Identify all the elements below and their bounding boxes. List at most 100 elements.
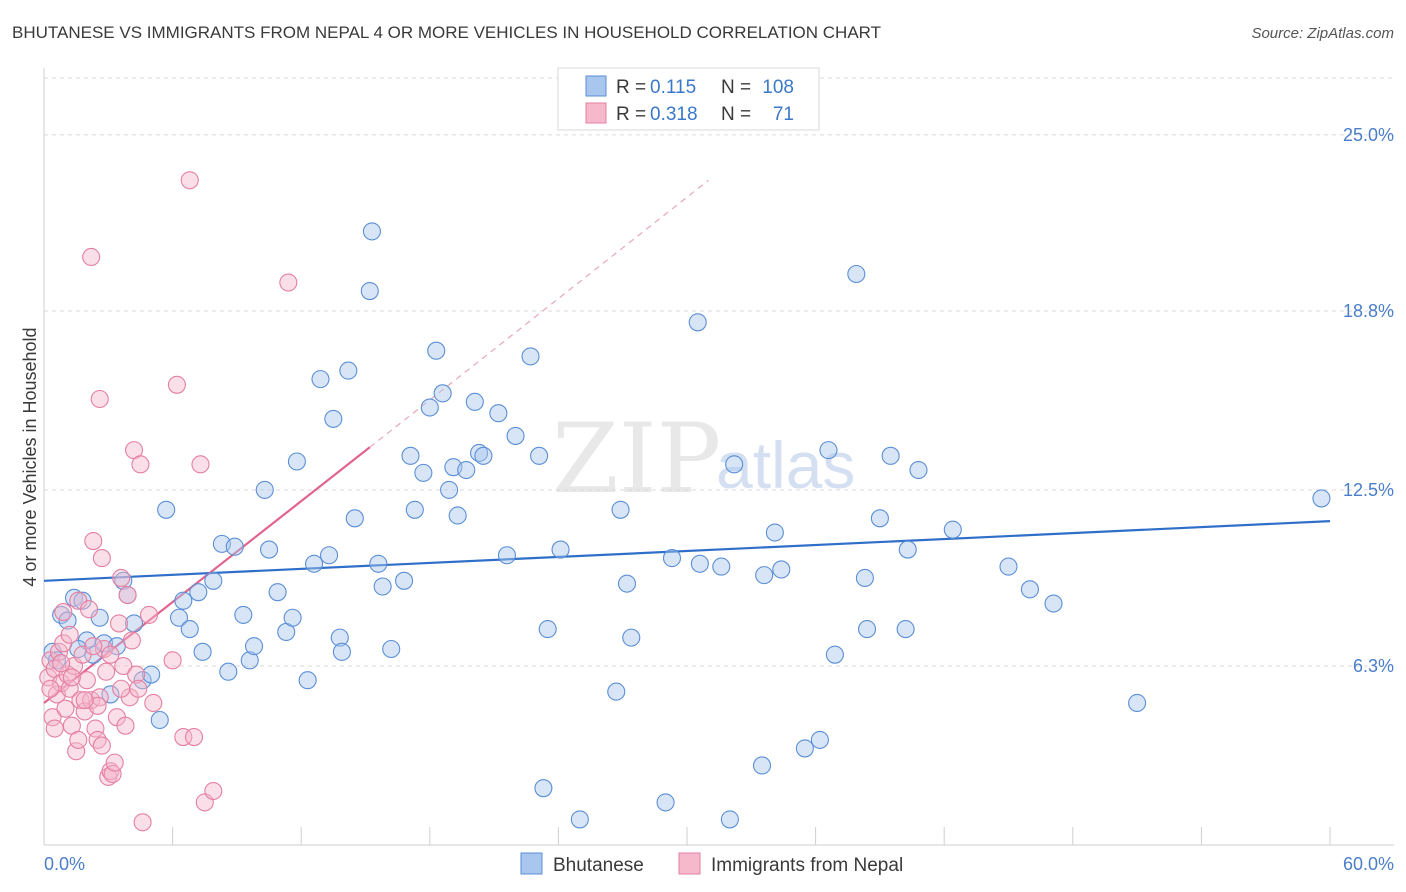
point-nepal: [84, 637, 103, 656]
watermark: ZIP atlas: [552, 403, 855, 515]
legend-r-label-bhutanese: R =: [616, 77, 646, 98]
legend-box: R = 0.115 N = 108 R = 0.318 N = 71: [557, 67, 820, 131]
point-bhutanese: [324, 409, 343, 428]
point-bhutanese: [855, 568, 874, 588]
y-tick-label: 18.8%: [1343, 301, 1394, 321]
point-bhutanese: [244, 637, 264, 656]
point-nepal: [129, 679, 148, 698]
point-bhutanese: [405, 500, 424, 519]
point-bhutanese: [489, 404, 508, 423]
point-bhutanese: [530, 446, 549, 465]
point-bhutanese: [395, 571, 414, 590]
point-bhutanese: [124, 614, 144, 633]
point-bhutanese: [1312, 489, 1331, 508]
point-nepal: [184, 728, 204, 747]
point-bhutanese: [1128, 693, 1147, 713]
point-bhutanese: [772, 560, 791, 579]
point-bhutanese: [825, 645, 844, 664]
point-bhutanese: [607, 682, 626, 701]
point-nepal: [109, 614, 129, 633]
point-bhutanese: [114, 571, 133, 590]
point-nepal: [97, 662, 116, 681]
point-bhutanese: [142, 665, 161, 684]
point-bhutanese: [521, 347, 540, 366]
point-nepal: [103, 764, 122, 784]
point-bhutanese: [474, 446, 493, 465]
point-nepal: [127, 665, 146, 684]
bottom-legend-swatch-nepal: [678, 852, 701, 875]
point-bhutanese: [440, 480, 459, 499]
point-nepal: [279, 273, 298, 292]
point-nepal: [56, 699, 75, 718]
point-bhutanese: [819, 441, 838, 460]
point-bhutanese: [101, 685, 120, 704]
point-bhutanese: [150, 710, 169, 730]
point-bhutanese: [857, 620, 877, 639]
trend-line-nepal-extension: [369, 179, 709, 448]
point-nepal: [92, 549, 111, 568]
point-nepal: [52, 654, 71, 673]
y-axis-label: 4 or more Vehicles in Household: [20, 327, 40, 586]
point-bhutanese: [305, 554, 324, 573]
point-bhutanese: [189, 583, 208, 602]
point-nepal: [105, 753, 124, 772]
point-bhutanese: [433, 384, 452, 403]
legend-r-label-nepal: R =: [616, 104, 646, 125]
point-nepal: [69, 730, 88, 749]
point-nepal: [133, 813, 152, 832]
point-bhutanese: [752, 756, 772, 775]
point-bhutanese: [204, 571, 223, 590]
point-nepal: [163, 651, 182, 670]
point-bhutanese: [298, 671, 317, 690]
point-nepal: [45, 719, 64, 738]
point-bhutanese: [611, 500, 630, 519]
point-bhutanese: [765, 523, 784, 542]
legend-n-label-bhutanese: N =: [721, 77, 751, 98]
point-bhutanese: [320, 546, 339, 565]
point-nepal: [84, 531, 103, 551]
point-bhutanese: [712, 557, 731, 576]
point-nepal: [174, 728, 193, 747]
point-nepal: [67, 742, 86, 761]
point-bhutanese: [909, 460, 928, 480]
point-nepal: [82, 247, 101, 267]
point-bhutanese: [1020, 580, 1039, 599]
point-bhutanese: [810, 730, 829, 749]
point-nepal: [62, 668, 81, 687]
point-bhutanese: [268, 583, 287, 602]
point-nepal: [180, 171, 199, 190]
point-bhutanese: [551, 540, 570, 559]
point-nepal: [112, 568, 131, 588]
point-nepal: [139, 605, 159, 624]
point-bhutanese: [240, 651, 259, 670]
point-nepal: [75, 691, 94, 710]
bottom-legend-swatch-bhutanese: [520, 852, 543, 875]
y-tick-label: 25.0%: [1343, 125, 1394, 145]
point-nepal: [54, 603, 73, 622]
point-bhutanese: [259, 540, 279, 559]
point-nepal: [204, 781, 223, 801]
points-layer: [39, 171, 1331, 832]
point-nepal: [77, 671, 96, 690]
point-bhutanese: [283, 608, 302, 627]
point-bhutanese: [255, 480, 274, 499]
point-nepal: [71, 691, 90, 710]
chart-source: Source: ZipAtlas.com: [1251, 25, 1394, 42]
bottom-legend-label-nepal: Immigrants from Nepal: [711, 855, 903, 876]
point-bhutanese: [497, 546, 517, 565]
point-bhutanese: [755, 566, 774, 585]
point-nepal: [49, 642, 69, 661]
point-nepal: [118, 585, 137, 605]
watermark-atlas: atlas: [716, 428, 855, 502]
point-nepal: [114, 656, 133, 676]
point-nepal: [167, 375, 186, 394]
point-nepal: [112, 679, 131, 698]
point-bhutanese: [345, 509, 364, 528]
point-bhutanese: [896, 620, 915, 639]
point-bhutanese: [174, 591, 193, 610]
point-bhutanese: [465, 392, 484, 411]
point-nepal: [92, 736, 111, 755]
legend-r-value-bhutanese: 0.115: [650, 77, 696, 98]
point-bhutanese: [234, 605, 253, 624]
